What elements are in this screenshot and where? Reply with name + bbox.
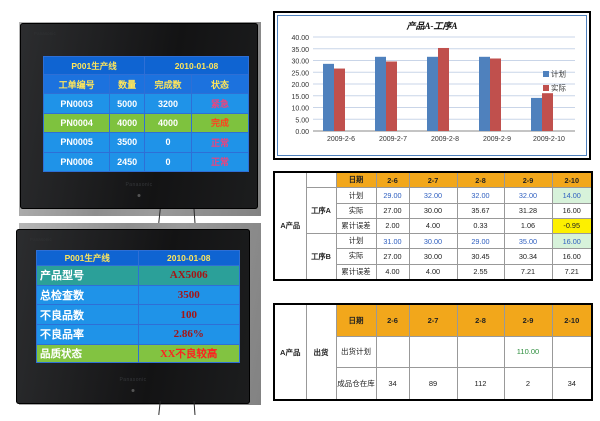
svg-text:30.00: 30.00 xyxy=(291,59,309,66)
svg-text:0.00: 0.00 xyxy=(295,129,309,136)
svg-text:40.00: 40.00 xyxy=(291,35,309,42)
svg-text:15.00: 15.00 xyxy=(291,94,309,101)
svg-text:25.00: 25.00 xyxy=(291,70,309,77)
svg-text:10.00: 10.00 xyxy=(291,106,309,113)
svg-text:5.00: 5.00 xyxy=(295,117,309,124)
svg-text:2009-2-9: 2009-2-9 xyxy=(483,136,511,143)
svg-text:2009-2-8: 2009-2-8 xyxy=(431,136,459,143)
svg-text:计划: 计划 xyxy=(551,69,566,79)
svg-text:2009-2-10: 2009-2-10 xyxy=(533,136,565,143)
svg-text:实际: 实际 xyxy=(551,83,566,93)
svg-text:2009-2-7: 2009-2-7 xyxy=(379,136,407,143)
svg-text:20.00: 20.00 xyxy=(291,82,309,89)
svg-text:2009-2-6: 2009-2-6 xyxy=(327,136,355,143)
svg-text:35.00: 35.00 xyxy=(291,47,309,54)
